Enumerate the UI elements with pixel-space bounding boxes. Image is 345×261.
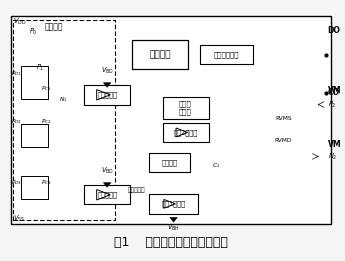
Polygon shape — [104, 83, 111, 87]
Text: RVMS: RVMS — [275, 116, 292, 121]
Polygon shape — [104, 183, 111, 187]
Text: 图1    锂电池保护电路系统框图: 图1 锂电池保护电路系统框图 — [114, 236, 228, 249]
Text: $V_{\rm BH}$: $V_{\rm BH}$ — [167, 223, 180, 233]
Text: 过放比较器: 过放比较器 — [97, 92, 117, 98]
Text: $V_{\rm BD}$: $V_{\rm BD}$ — [101, 166, 114, 176]
Text: $P_{C1}$: $P_{C1}$ — [41, 85, 52, 93]
Bar — [162, 97, 208, 119]
Text: $N_1$: $N_1$ — [59, 95, 68, 104]
Bar — [21, 124, 48, 147]
Text: 取样电路: 取样电路 — [44, 22, 63, 31]
Bar — [162, 123, 208, 142]
Bar — [132, 40, 188, 69]
Text: VM: VM — [328, 140, 341, 149]
Text: 过流1比较器: 过流1比较器 — [161, 200, 186, 207]
Bar — [13, 20, 115, 220]
Text: 负载短
路检测: 负载短 路检测 — [179, 101, 192, 115]
Text: CO: CO — [328, 88, 340, 97]
Text: $N_2$: $N_2$ — [328, 151, 338, 162]
Text: 过流2比较器: 过流2比较器 — [174, 129, 198, 136]
Text: 逻辑控制: 逻辑控制 — [149, 50, 171, 59]
Bar — [149, 153, 190, 172]
Bar — [84, 85, 130, 105]
Text: $P_0$: $P_0$ — [29, 27, 37, 37]
Text: $P_1$: $P_1$ — [36, 63, 44, 73]
Bar — [21, 176, 48, 199]
Text: 过充比较器: 过充比较器 — [97, 192, 117, 198]
Text: RVMD: RVMD — [275, 138, 292, 143]
Text: $P_{D1}$: $P_{D1}$ — [11, 69, 21, 78]
Text: $P_{D2}$: $P_{D2}$ — [11, 117, 21, 126]
Bar — [84, 185, 130, 204]
Text: $V_{\rm DD}$: $V_{\rm DD}$ — [13, 16, 26, 27]
Bar — [200, 45, 253, 64]
Bar — [149, 194, 198, 213]
Text: 电平转换电路: 电平转换电路 — [214, 51, 239, 58]
Text: $P_{D3}$: $P_{D3}$ — [11, 178, 21, 187]
Text: VM: VM — [328, 86, 341, 95]
Text: 过充比较器: 过充比较器 — [128, 187, 145, 193]
Bar — [11, 16, 331, 224]
Text: $P_{C2}$: $P_{C2}$ — [41, 117, 52, 126]
Text: $C_2$: $C_2$ — [212, 161, 220, 170]
Text: $V_{\rm SS}$: $V_{\rm SS}$ — [13, 214, 25, 224]
Polygon shape — [170, 217, 177, 222]
Bar — [21, 66, 48, 99]
Text: $P_2$: $P_2$ — [328, 99, 337, 110]
Text: $P_{C3}$: $P_{C3}$ — [41, 178, 52, 187]
Text: DO: DO — [328, 26, 341, 35]
Text: 充电检测: 充电检测 — [161, 159, 177, 166]
Text: $V_{\rm BD}$: $V_{\rm BD}$ — [101, 66, 114, 76]
